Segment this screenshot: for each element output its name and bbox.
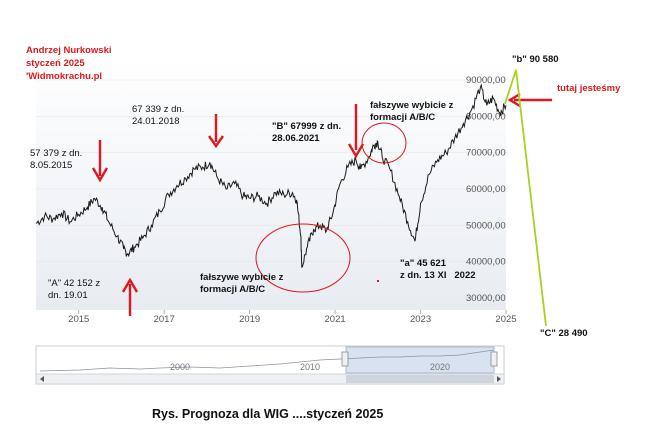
y-tick-label: 40000,00 [466,257,506,268]
forecast-line-up [504,69,517,105]
annotation-B: "B" 67999 z dn. 28.06.2021 [272,121,341,145]
dot-marker [377,280,379,282]
arrow-down-2021 [347,104,365,159]
navigator-handle-right[interactable] [490,351,498,367]
scroll-right-icon[interactable] [497,376,501,382]
navigator[interactable]: 2000 2010 2020 [35,345,505,385]
x-tick-label: 2017 [154,314,175,325]
annotation-B-line2: 28.06.2021 [272,133,320,144]
figure-caption: Rys. Prognoza dla WIG ....styczeń 2025 [152,407,384,421]
y-tick-label: 70000,00 [466,148,506,159]
author-site: 'Widmokrachu.pl [26,71,103,82]
y-tick-label: 50000,00 [466,220,506,231]
annotation-2018-high: 67 339 z dn. 24.01.2018 [132,104,184,128]
annotation-false2-line1: fałszywe wybicie z [200,272,284,283]
navigator-label-2010: 2010 [300,362,320,372]
gridlines [36,79,506,299]
navigator-label-2020: 2020 [430,362,450,372]
false-breakout-ellipse-2022 [361,122,407,164]
wig-price-line [35,83,507,268]
annotation-a-line2: z dn. 13 XI [400,270,447,281]
x-tick-label: 2021 [325,314,346,325]
y-axis: 30000,00 40000,00 50000,00 60000,00 70000,00… [466,75,506,304]
y-tick-label: 60000,00 [466,184,506,195]
arrow-left-here [507,92,552,108]
annotation-C: "C" 28 490 [540,328,588,339]
annotation-a-line1: "a" 45 621 [400,258,446,269]
navigator-scrollbar-thumb[interactable] [346,375,494,383]
annotation-false-breakout-2020: fałszywe wybicie z formacji A/B/C [200,272,283,296]
annotation-A: "A" 42 152 z dn. 19.01 [48,278,100,302]
x-tick-label: 2015 [68,314,89,325]
forecast-line-down [515,69,547,327]
author-name: Andrzej Nurkowski [26,45,112,56]
annotation-2018-line1: 67 339 z dn. [132,104,185,115]
annotation-false1-line2: formacji A/B/C [370,112,436,123]
annotation-b: "b" 90 580 [512,54,559,65]
navigator-mini-line [39,349,495,372]
arrow-up-2016 [121,277,139,316]
y-tick-label: 30000,00 [466,293,506,304]
x-tick-label: 2019 [239,314,260,325]
annotation-a-year: 2022 [454,270,476,281]
x-tick-label: 2023 [410,314,431,325]
annotation-2015-line2: 8.05.2015 [30,160,73,171]
author-block: Andrzej Nurkowski styczeń 2025 'Widmokra… [26,44,112,83]
annotation-false2-line2: formacji A/B/C [200,284,266,295]
x-tick-label: 2025 [495,314,516,325]
false-breakout-ellipse-2020 [255,223,351,293]
annotation-A-line1: "A" 42 152 z [48,278,101,289]
annotation-here: tutaj jesteśmy [557,83,621,94]
arrow-down-2015 [91,140,109,183]
annotation-B-line1: "B" 67999 z dn. [272,121,342,132]
annotation-2015-line1: 57 379 z dn. [30,148,83,159]
annotation-2018-line2: 24.01.2018 [132,116,180,127]
plot-background [36,60,506,310]
annotation-false1-line1: fałszywe wybicie z [370,100,454,111]
annotation-a: "a" 45 621 z dn. 13 XI 2022 [400,258,476,282]
x-axis: 2015 2017 2019 2021 2023 2025 [68,310,517,325]
navigator-scrollbar[interactable] [35,373,505,385]
navigator-handle-left[interactable] [341,351,349,367]
arrow-down-2018 [208,114,224,149]
navigator-label-2000: 2000 [170,362,190,372]
annotation-false-breakout-2022: fałszywe wybicie z formacji A/B/C [370,100,453,124]
annotation-2015-high: 57 379 z dn. 8.05.2015 [30,148,82,172]
annotation-A-line2: dn. 19.01 [48,290,88,301]
scroll-left-icon[interactable] [40,376,44,382]
y-tick-label: 90000,00 [466,75,506,86]
y-tick-label: 80000,00 [466,111,506,122]
author-date: styczeń 2025 [26,58,85,69]
navigator-selection[interactable] [345,346,495,374]
